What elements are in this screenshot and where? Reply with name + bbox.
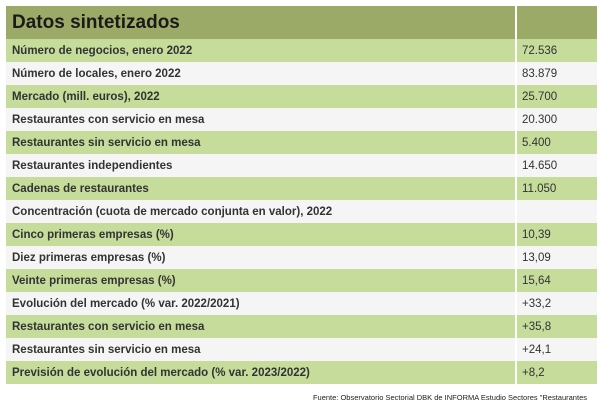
row-label: Restaurantes independientes: [6, 154, 517, 177]
row-label: Cinco primeras empresas (%): [6, 223, 517, 246]
table-row: Restaurantes con servicio en mesa +35,8: [6, 315, 597, 338]
table-row: Diez primeras empresas (%) 13,09: [6, 246, 597, 269]
row-value: 83.879: [516, 62, 597, 85]
table-row: Restaurantes sin servicio en mesa 5.400: [6, 131, 597, 154]
row-value: 14.650: [516, 154, 597, 177]
row-label: Cadenas de restaurantes: [6, 177, 517, 200]
row-value: 72.536: [516, 39, 597, 62]
row-label: Número de locales, enero 2022: [6, 62, 517, 85]
row-value: +33,2: [516, 292, 597, 315]
row-label: Mercado (mill. euros), 2022: [6, 85, 517, 108]
table-row: Cadenas de restaurantes 11.050: [6, 177, 597, 200]
table-row: Número de negocios, enero 2022 72.536: [6, 39, 597, 62]
row-label: Restaurantes sin servicio en mesa: [6, 338, 517, 361]
row-value: 25.700: [516, 85, 597, 108]
table-row: Evolución del mercado (% var. 2022/2021)…: [6, 292, 597, 315]
row-value: 13,09: [516, 246, 597, 269]
row-label: Número de negocios, enero 2022: [6, 39, 517, 62]
row-label: Restaurantes con servicio en mesa: [6, 108, 517, 131]
summary-table: Datos sintetizados Número de negocios, e…: [6, 6, 597, 384]
row-value: +35,8: [516, 315, 597, 338]
table-header-row: Datos sintetizados: [6, 6, 597, 39]
row-value: 10,39: [516, 223, 597, 246]
row-value: 15,64: [516, 269, 597, 292]
table-row: Restaurantes sin servicio en mesa +24,1: [6, 338, 597, 361]
row-label: Evolución del mercado (% var. 2022/2021): [6, 292, 517, 315]
row-label: Restaurantes sin servicio en mesa: [6, 131, 517, 154]
row-label: Previsión de evolución del mercado (% va…: [6, 361, 517, 384]
row-value: 11.050: [516, 177, 597, 200]
table-row: Mercado (mill. euros), 2022 25.700: [6, 85, 597, 108]
table-row: Restaurantes con servicio en mesa 20.300: [6, 108, 597, 131]
row-value: 5.400: [516, 131, 597, 154]
row-label: Diez primeras empresas (%): [6, 246, 517, 269]
table-row: Cinco primeras empresas (%) 10,39: [6, 223, 597, 246]
table-header-value: [516, 6, 597, 39]
row-value: 20.300: [516, 108, 597, 131]
row-label: Restaurantes con servicio en mesa: [6, 315, 517, 338]
row-value: [516, 200, 597, 223]
table-row: Número de locales, enero 2022 83.879: [6, 62, 597, 85]
row-value: +8,2: [516, 361, 597, 384]
table-row: Veinte primeras empresas (%) 15,64: [6, 269, 597, 292]
row-value: +24,1: [516, 338, 597, 361]
table-title: Datos sintetizados: [6, 6, 517, 39]
table-row: Concentración (cuota de mercado conjunta…: [6, 200, 597, 223]
row-label: Concentración (cuota de mercado conjunta…: [6, 200, 517, 223]
row-label: Veinte primeras empresas (%): [6, 269, 517, 292]
table-body: Número de negocios, enero 2022 72.536 Núme…: [6, 39, 597, 384]
table-row: Restaurantes independientes 14.650: [6, 154, 597, 177]
table-row: Previsión de evolución del mercado (% va…: [6, 361, 597, 384]
source-note: Fuente: Observatorio Sectorial DBK de IN…: [312, 393, 587, 402]
